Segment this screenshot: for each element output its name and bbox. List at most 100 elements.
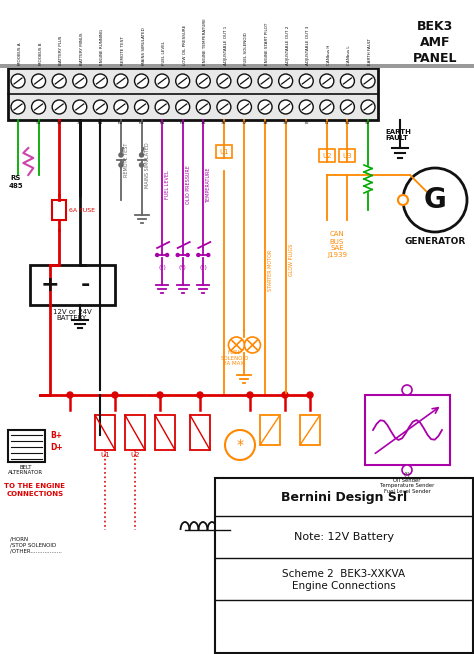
Circle shape bbox=[398, 195, 408, 205]
Text: 6A FUSE: 6A FUSE bbox=[69, 207, 95, 213]
Circle shape bbox=[11, 74, 25, 88]
Circle shape bbox=[135, 100, 148, 114]
Circle shape bbox=[186, 254, 189, 256]
Circle shape bbox=[165, 254, 169, 256]
Text: ENGINE START PILOT: ENGINE START PILOT bbox=[265, 23, 269, 65]
Circle shape bbox=[112, 392, 118, 398]
Circle shape bbox=[155, 100, 169, 114]
Circle shape bbox=[279, 100, 292, 114]
Circle shape bbox=[228, 337, 245, 353]
Text: STARTER MOTOR: STARTER MOTOR bbox=[268, 249, 273, 290]
Circle shape bbox=[361, 100, 375, 114]
Circle shape bbox=[403, 168, 467, 232]
Text: ADJUSTABLE OUT 1: ADJUSTABLE OUT 1 bbox=[224, 26, 228, 65]
Text: TO THE ENGINE
CONNECTIONS: TO THE ENGINE CONNECTIONS bbox=[4, 483, 65, 496]
Text: 38: 38 bbox=[262, 121, 268, 125]
Circle shape bbox=[73, 74, 87, 88]
Circle shape bbox=[114, 74, 128, 88]
Circle shape bbox=[196, 74, 210, 88]
Circle shape bbox=[93, 74, 107, 88]
Text: FUEL SOLENOID: FUEL SOLENOID bbox=[245, 32, 248, 65]
Text: ADJUSTABLE OUT 3: ADJUSTABLE OUT 3 bbox=[306, 26, 310, 65]
Circle shape bbox=[176, 100, 190, 114]
Text: BATTERY MINUS: BATTERY MINUS bbox=[80, 33, 84, 65]
Circle shape bbox=[197, 392, 203, 398]
Circle shape bbox=[237, 74, 252, 88]
Text: G: G bbox=[424, 186, 447, 214]
Text: S1: S1 bbox=[345, 121, 350, 125]
Circle shape bbox=[114, 100, 128, 114]
Circle shape bbox=[155, 74, 169, 88]
Circle shape bbox=[299, 100, 313, 114]
Circle shape bbox=[52, 74, 66, 88]
Text: -: - bbox=[80, 275, 90, 295]
Circle shape bbox=[279, 74, 292, 88]
Text: EARTH FAULT: EARTH FAULT bbox=[368, 38, 372, 65]
Circle shape bbox=[139, 153, 144, 157]
Circle shape bbox=[155, 254, 159, 256]
Text: +: + bbox=[41, 275, 59, 295]
Circle shape bbox=[217, 74, 231, 88]
Text: U2: U2 bbox=[322, 153, 332, 159]
Text: 52: 52 bbox=[56, 121, 62, 125]
Text: BEK3
AMF
PANEL: BEK3 AMF PANEL bbox=[413, 20, 457, 65]
Text: MOOBUS B: MOOBUS B bbox=[38, 43, 43, 65]
Bar bbox=[339, 149, 356, 162]
Text: MOOBUS A: MOOBUS A bbox=[18, 43, 22, 65]
Text: GENERATOR: GENERATOR bbox=[404, 237, 465, 247]
Circle shape bbox=[247, 392, 253, 398]
Text: 62: 62 bbox=[118, 121, 124, 125]
Bar bbox=[52, 200, 66, 220]
Text: MAINS SIMULATED: MAINS SIMULATED bbox=[145, 142, 149, 188]
Text: B+: B+ bbox=[50, 430, 62, 439]
Circle shape bbox=[217, 100, 231, 114]
Circle shape bbox=[176, 254, 179, 256]
Circle shape bbox=[245, 337, 261, 353]
Text: 37: 37 bbox=[242, 121, 247, 125]
Text: REMOTE TEST: REMOTE TEST bbox=[124, 143, 129, 177]
Text: ENGINE RUNNING: ENGINE RUNNING bbox=[100, 29, 104, 65]
Circle shape bbox=[299, 74, 313, 88]
Text: (*): (*) bbox=[200, 266, 207, 271]
Circle shape bbox=[119, 163, 123, 167]
Circle shape bbox=[93, 100, 107, 114]
Bar bbox=[319, 149, 335, 162]
Bar bbox=[216, 145, 232, 158]
Bar bbox=[215, 478, 473, 653]
Circle shape bbox=[320, 100, 334, 114]
Text: FUEL
SOLENOID
2A MAX.: FUEL SOLENOID 2A MAX. bbox=[220, 350, 249, 366]
Text: U3: U3 bbox=[343, 153, 352, 159]
Text: FUEL LEVEL: FUEL LEVEL bbox=[162, 41, 166, 65]
Text: (*)
Oil Sender
Temperature Sender
Fuel Level Sender: (*) Oil Sender Temperature Sender Fuel L… bbox=[380, 472, 434, 494]
Circle shape bbox=[73, 100, 87, 114]
Text: 33: 33 bbox=[77, 121, 82, 125]
Bar bbox=[125, 415, 145, 450]
Text: D+: D+ bbox=[50, 443, 63, 453]
Bar bbox=[365, 395, 450, 465]
Text: EARTH
FAULT: EARTH FAULT bbox=[385, 128, 411, 141]
Circle shape bbox=[237, 100, 252, 114]
Text: LOW OIL PRESSURE: LOW OIL PRESSURE bbox=[182, 25, 187, 65]
Text: U2: U2 bbox=[130, 452, 140, 458]
Text: Bernini Design Srl: Bernini Design Srl bbox=[281, 490, 407, 504]
Circle shape bbox=[135, 74, 148, 88]
Circle shape bbox=[258, 74, 272, 88]
Bar bbox=[30, 265, 115, 305]
Text: Scheme 2  BEK3-XXKVA
Engine Connections: Scheme 2 BEK3-XXKVA Engine Connections bbox=[283, 569, 406, 591]
Circle shape bbox=[11, 100, 25, 114]
Text: (*): (*) bbox=[179, 266, 187, 271]
Bar bbox=[95, 415, 115, 450]
Text: 36: 36 bbox=[221, 121, 227, 125]
Text: REMOTE TEST: REMOTE TEST bbox=[121, 36, 125, 65]
Circle shape bbox=[196, 100, 210, 114]
Bar bbox=[190, 415, 210, 450]
Circle shape bbox=[197, 254, 200, 256]
Circle shape bbox=[320, 74, 334, 88]
Text: BATTERY PLUS: BATTERY PLUS bbox=[59, 35, 63, 65]
Bar bbox=[0, 64, 474, 68]
Text: TEMPERATURE: TEMPERATURE bbox=[206, 167, 211, 203]
Text: U1: U1 bbox=[100, 452, 110, 458]
Bar bbox=[8, 430, 45, 462]
Circle shape bbox=[340, 100, 355, 114]
Text: S2: S2 bbox=[365, 121, 371, 125]
